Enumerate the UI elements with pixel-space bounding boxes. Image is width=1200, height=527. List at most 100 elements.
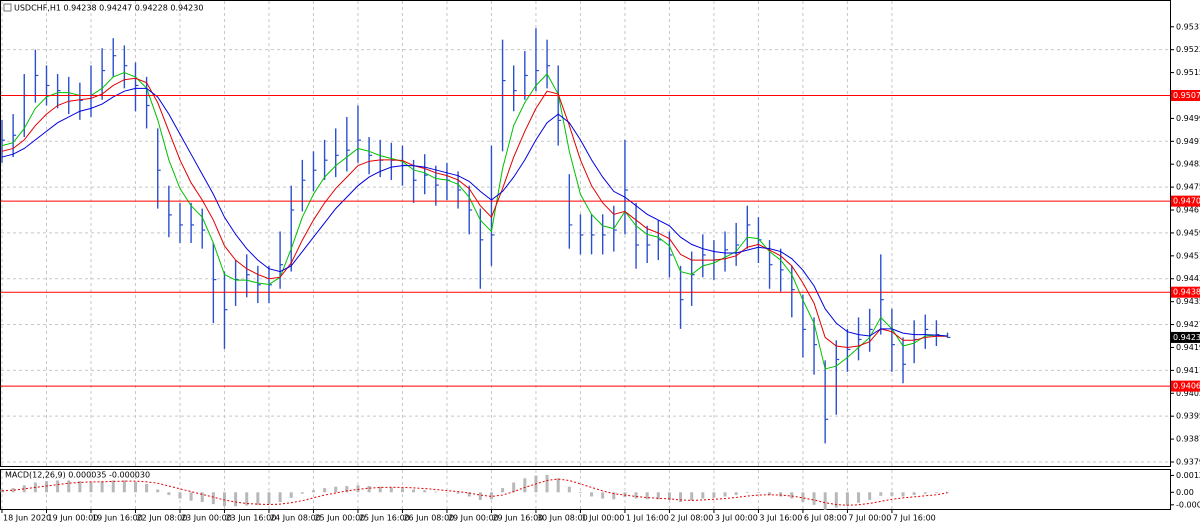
- y-tick-label: -0.00090: [1176, 500, 1200, 509]
- macd-bar: [745, 492, 749, 493]
- macd-bar: [701, 492, 705, 499]
- macd-bar: [400, 488, 404, 493]
- y-tick-label: 0.00: [1176, 488, 1194, 497]
- x-tick-label: 25 Jun 00:00: [314, 514, 365, 523]
- moving-average-line: [1, 87, 948, 337]
- macd-bar: [256, 492, 260, 505]
- level-label: 0.94388: [1173, 288, 1200, 297]
- macd-bar: [879, 492, 883, 496]
- level-label-box: [1171, 89, 1200, 101]
- y-tick-label: 0.94115: [1176, 366, 1200, 375]
- macd-bar: [901, 492, 905, 497]
- macd-bar: [222, 492, 226, 507]
- macd-frame: [0, 469, 1171, 510]
- y-tick-label: 0.94355: [1176, 297, 1200, 306]
- macd-bar: [634, 492, 638, 499]
- y-tick-label: 0.94035: [1176, 389, 1200, 398]
- macd-bar: [489, 492, 493, 500]
- macd-bar: [590, 492, 594, 497]
- y-tick-label: 0.94755: [1176, 183, 1200, 192]
- macd-bar: [578, 492, 582, 493]
- last-price-box: [1171, 331, 1200, 343]
- macd-bar: [667, 492, 671, 500]
- level-label-box: [1171, 286, 1200, 298]
- macd-bar: [211, 492, 215, 505]
- macd-bar: [367, 486, 371, 493]
- macd-bar: [478, 492, 482, 500]
- macd-bar: [56, 480, 60, 493]
- macd-bar: [423, 490, 427, 493]
- macd-bar: [734, 492, 738, 496]
- level-label: 0.94706: [1173, 197, 1200, 206]
- macd-bar: [67, 480, 71, 493]
- x-tick-label: 1 Jul 16:00: [626, 514, 669, 523]
- macd-bar: [845, 492, 849, 506]
- x-tick-label: 23 Jun 16:00: [225, 514, 276, 523]
- macd-bar: [289, 492, 293, 498]
- macd-bar: [923, 492, 927, 494]
- y-tick-label: 0.94835: [1176, 160, 1200, 169]
- macd-title: MACD(12,26,9) 0.000035 -0.000030: [5, 471, 150, 480]
- macd-bar: [456, 492, 460, 494]
- macd-bar: [679, 492, 683, 503]
- signal-line: [1, 478, 948, 506]
- macd-bar: [812, 492, 816, 505]
- macd-bar: [656, 492, 660, 500]
- macd-bar: [445, 492, 449, 493]
- y-tick-label: 0.93955: [1176, 412, 1200, 421]
- macd-bar: [690, 492, 694, 501]
- macd-bar: [122, 480, 126, 493]
- x-tick-label: 29 Jun 16:00: [492, 514, 543, 523]
- x-tick-label: 3 Jul 16:00: [759, 514, 802, 523]
- macd-bar: [823, 492, 827, 510]
- macd-bar: [556, 478, 560, 493]
- macd-bar: [145, 483, 149, 493]
- macd-bar: [100, 481, 104, 493]
- main-frame: [0, 0, 1171, 467]
- y-tick-label: 0.94595: [1176, 228, 1200, 237]
- y-tick-label: 0.94915: [1176, 137, 1200, 146]
- x-tick-label: 18 Jun 2020: [3, 514, 51, 523]
- macd-bar: [834, 492, 838, 508]
- moving-average-line: [1, 72, 948, 370]
- macd-bar: [278, 492, 282, 503]
- macd-bar: [267, 492, 271, 505]
- macd-bar: [44, 481, 48, 493]
- macd-bar: [167, 492, 171, 496]
- symbol-icon: [3, 3, 12, 12]
- macd-bar: [178, 492, 182, 499]
- y-tick-label: 0.93875: [1176, 435, 1200, 444]
- macd-bar: [22, 485, 26, 493]
- macd-bar: [523, 478, 527, 493]
- x-tick-label: 22 Jun 08:00: [136, 514, 187, 523]
- x-tick-label: 24 Jun 08:00: [270, 514, 321, 523]
- y-tick-label: 0.94275: [1176, 320, 1200, 329]
- macd-bar: [334, 486, 338, 493]
- x-tick-label: 2 Jul 08:00: [670, 514, 713, 523]
- macd-bar: [612, 492, 616, 500]
- macd-bar: [412, 489, 416, 493]
- x-tick-label: 1 Jul 00:00: [581, 514, 624, 523]
- macd-bar: [300, 492, 304, 494]
- macd-bar: [345, 486, 349, 493]
- macd-bar: [912, 492, 916, 496]
- level-label-box: [1171, 380, 1200, 392]
- macd-bar: [545, 474, 549, 493]
- macd-bar: [434, 491, 438, 493]
- y-tick-label: 0.94995: [1176, 114, 1200, 123]
- macd-bar: [712, 492, 716, 498]
- macd-bar: [779, 492, 783, 497]
- macd-bar: [512, 482, 516, 493]
- macd-bar: [234, 492, 238, 507]
- macd-bar: [111, 480, 115, 493]
- x-tick-label: 6 Jul 08:00: [804, 514, 847, 523]
- macd-bar: [801, 492, 805, 503]
- macd-bar: [389, 487, 393, 493]
- x-tick-label: 19 Jun 16:00: [92, 514, 143, 523]
- macd-bar: [868, 492, 872, 500]
- y-tick-label: 0.00121: [1176, 471, 1200, 480]
- macd-bar: [501, 488, 505, 493]
